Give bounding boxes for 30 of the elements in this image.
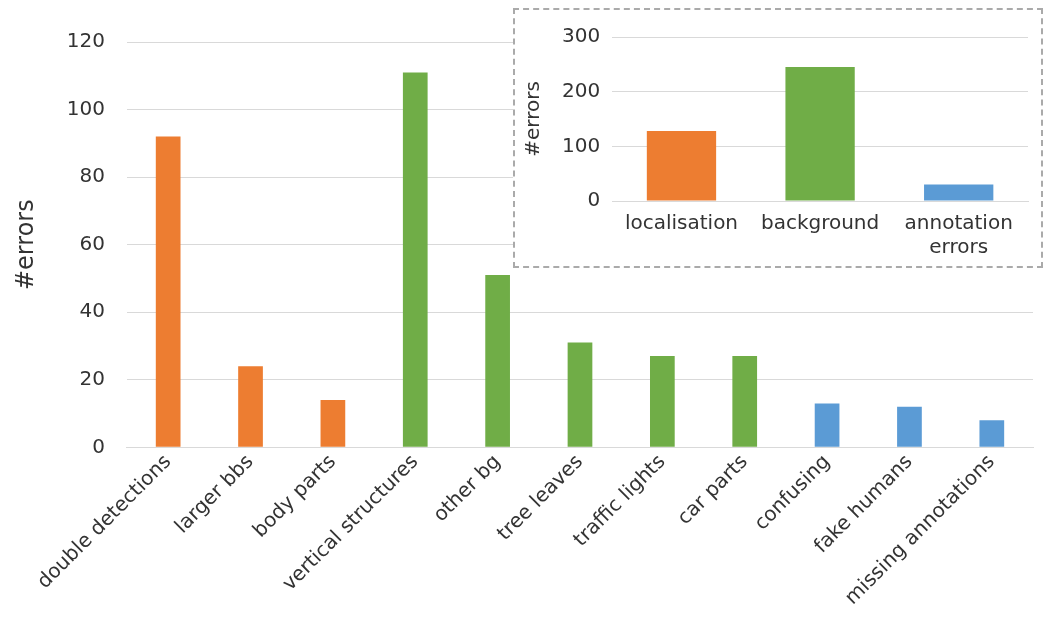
bar	[732, 356, 758, 447]
y-tick-label: 60	[79, 230, 105, 255]
y-tick-label: 0	[92, 433, 105, 458]
bar	[897, 406, 922, 447]
y-tick-label: 40	[79, 298, 105, 323]
y-tick-label: 300	[561, 23, 601, 48]
y-axis-title: #errors	[520, 81, 545, 157]
bar	[785, 67, 855, 201]
y-tick-label: 100	[561, 132, 601, 157]
x-tick-label: annotation errors	[904, 210, 1013, 259]
bar	[402, 72, 428, 447]
bar	[650, 356, 675, 447]
bar	[485, 275, 510, 447]
y-tick-label: 100	[66, 95, 105, 120]
bar	[567, 342, 593, 447]
bar	[924, 184, 994, 201]
bar	[155, 136, 181, 447]
bar	[320, 400, 346, 447]
y-axis-title: #errors	[10, 199, 39, 291]
y-tick-label: 200	[561, 77, 601, 102]
y-tick-label: 120	[66, 28, 105, 53]
y-tick-label: 80	[79, 163, 105, 188]
bar	[238, 366, 263, 447]
y-tick-label: 20	[79, 365, 105, 390]
bar	[814, 403, 840, 447]
x-tick-label: background	[760, 210, 880, 235]
bar	[979, 420, 1005, 447]
y-tick-label: 0	[587, 187, 601, 212]
x-tick-label: localisation	[624, 210, 739, 235]
bar	[646, 131, 717, 201]
